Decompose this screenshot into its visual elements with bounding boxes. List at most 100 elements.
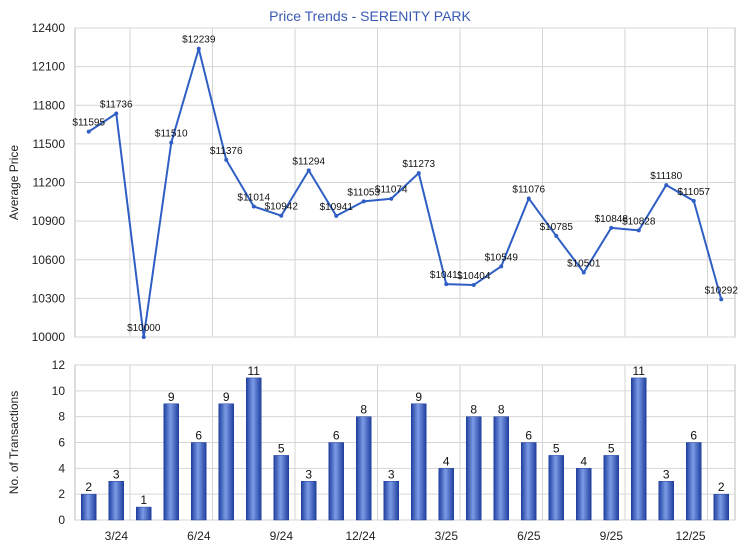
chart-title: Price Trends - SERENITY PARK [269,8,471,24]
price-point [114,111,119,116]
price-point [169,140,174,145]
price-data-label: $11057 [677,187,710,198]
price-data-label: $11510 [155,129,188,140]
line-y-tick-label: 10900 [32,214,66,228]
price-data-label: $10942 [265,202,299,213]
transaction-bar [493,416,509,521]
line-y-tick-label: 10300 [32,291,66,305]
transaction-bar [328,442,344,521]
price-data-label: $10941 [320,202,354,213]
price-point [444,282,449,287]
price-point [251,204,256,209]
price-point [581,270,586,275]
transaction-data-label: 3 [113,467,120,481]
bar-y-tick-label: 10 [52,384,66,398]
transaction-data-label: 1 [140,493,147,507]
x-tick-label: 9/25 [600,529,624,543]
x-tick-label: 12/24 [345,529,375,543]
transaction-bar [191,442,207,521]
price-data-label: $11595 [72,118,105,129]
transaction-data-label: 8 [470,403,477,417]
price-point [416,171,421,176]
price-point [306,168,311,173]
line-y-tick-label: 10600 [32,253,66,267]
transaction-data-label: 6 [333,429,340,443]
transaction-data-label: 3 [663,467,670,481]
line-y-axis-title: Average Price [7,145,21,220]
price-data-label: $10404 [457,271,491,282]
x-tick-label: 3/24 [105,529,129,543]
transaction-data-label: 3 [305,467,312,481]
transaction-data-label: 5 [553,441,560,455]
price-data-label: $11074 [375,185,408,196]
bar-y-tick-label: 2 [58,487,65,501]
x-tick-label: 6/25 [517,529,541,543]
price-data-label: $10000 [127,323,161,334]
transaction-data-label: 6 [195,429,202,443]
transaction-bar [576,468,592,521]
price-point [361,199,366,204]
bar-y-tick-label: 8 [58,410,65,424]
price-data-label: $11294 [292,156,325,167]
price-point [526,196,531,201]
price-point [86,129,91,134]
transaction-bar [713,493,729,521]
transaction-bar [548,455,564,521]
price-data-label: $10501 [567,258,601,269]
transaction-bar [136,506,152,521]
price-data-label: $11736 [100,99,133,110]
line-y-tick-label: 12100 [32,60,66,74]
bar-y-axis-title: No. of Transactions [7,391,21,494]
transaction-data-label: 2 [718,480,725,494]
transaction-data-label: 11 [633,364,646,378]
bar-y-tick-label: 6 [58,436,65,450]
bar-y-tick-label: 4 [58,461,65,475]
transaction-bar [521,442,537,521]
price-point [471,282,476,287]
price-data-label: $10411 [430,270,463,281]
x-tick-label: 6/24 [187,529,211,543]
transaction-bar [108,481,124,521]
transaction-bar [163,403,179,521]
transaction-data-label: 11 [248,364,261,378]
price-data-label: $10848 [595,214,629,225]
price-point [279,213,284,218]
line-y-tick-label: 12400 [32,21,66,35]
transaction-bar [356,416,372,521]
transaction-bar [273,455,289,521]
line-y-tick-label: 11800 [33,98,66,112]
transaction-bar [438,468,454,521]
transaction-data-label: 3 [388,467,395,481]
price-point [389,196,394,201]
price-point [196,46,201,51]
price-point [334,213,339,218]
transaction-data-label: 5 [278,441,285,455]
transaction-bar [301,481,317,521]
transaction-data-label: 8 [360,403,367,417]
price-point [224,157,229,162]
x-tick-label: 3/25 [435,529,459,543]
bar-y-tick-label: 0 [58,513,65,527]
price-data-label: $11053 [347,187,380,198]
transaction-bar [631,377,647,521]
price-data-label: $11076 [512,184,545,195]
transaction-bar [246,377,262,521]
price-line [88,47,723,338]
transaction-data-label: 5 [608,441,615,455]
line-panel: 10000 10300 10600 10900 11200 11500 11800 12100… [7,21,738,344]
price-data-label: $11273 [402,159,435,170]
price-point [719,297,724,302]
transaction-data-label: 4 [443,454,450,468]
transaction-bar [603,455,619,521]
transaction-data-label: 9 [223,390,230,404]
price-data-label: $11376 [210,146,243,157]
transaction-data-label: 2 [85,480,92,494]
transaction-bar [466,416,482,521]
line-y-tick-label: 10000 [32,330,66,344]
price-data-label: $10549 [485,252,519,263]
transaction-bar [383,481,399,521]
price-point [609,225,614,230]
price-data-label: $11014 [237,192,270,203]
transaction-bar [81,493,97,521]
